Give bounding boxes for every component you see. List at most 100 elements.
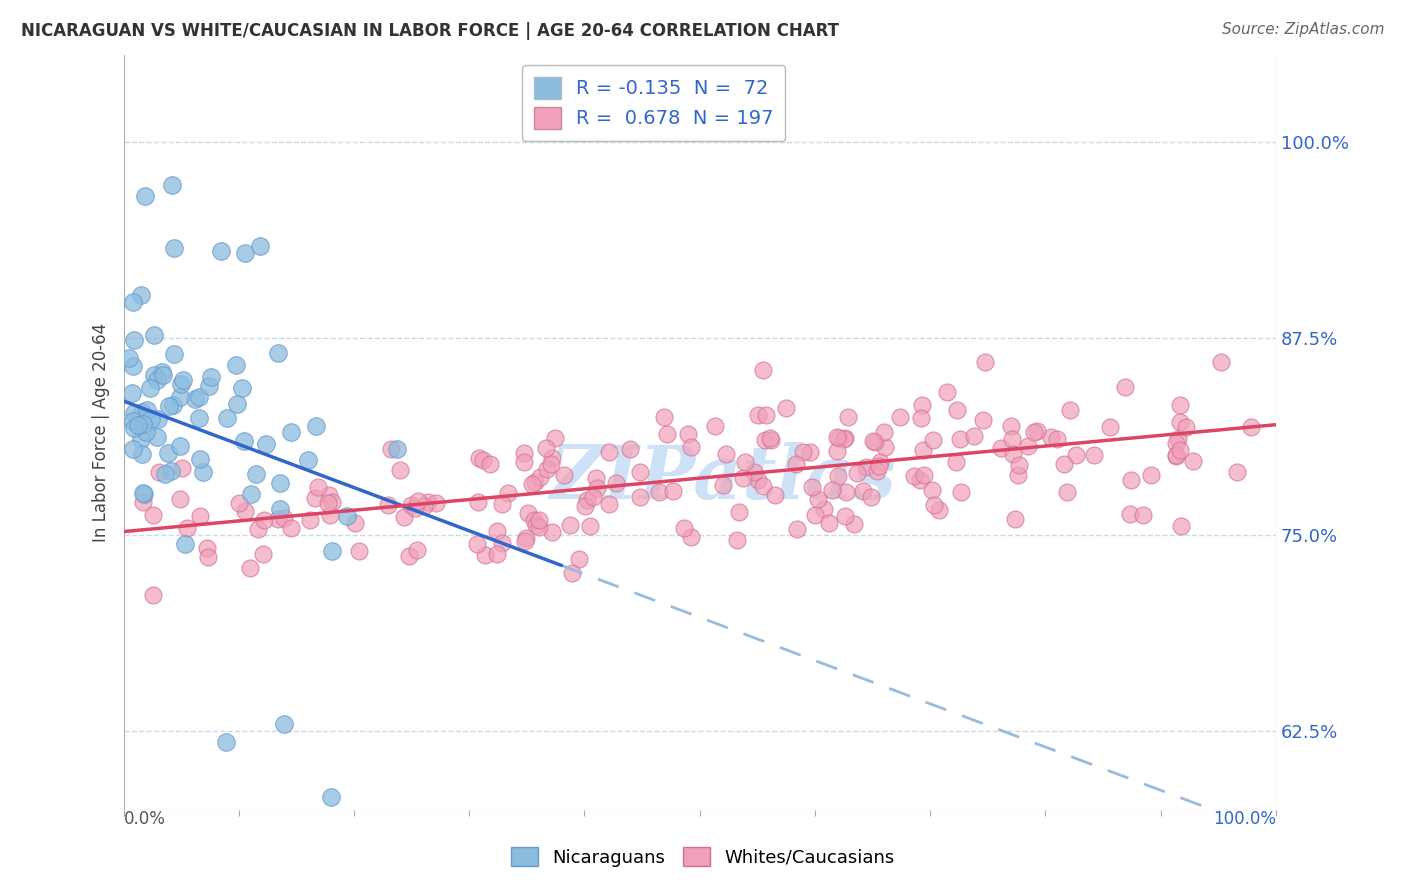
- Point: [972, 413, 994, 427]
- Point: [520, 476, 543, 491]
- Point: [307, 480, 329, 494]
- Point: [491, 497, 513, 511]
- Point: [527, 520, 550, 534]
- Point: [945, 403, 967, 417]
- Point: [903, 469, 925, 483]
- Point: [759, 433, 782, 447]
- Point: [478, 457, 501, 471]
- Point: [245, 467, 267, 482]
- Point: [198, 379, 221, 393]
- Point: [316, 496, 339, 510]
- Point: [543, 431, 565, 445]
- Point: [536, 462, 558, 476]
- Point: [990, 441, 1012, 455]
- Point: [711, 478, 734, 492]
- Point: [1022, 425, 1045, 439]
- Point: [170, 460, 193, 475]
- Point: [163, 347, 186, 361]
- Point: [728, 505, 751, 519]
- Point: [974, 355, 997, 369]
- Point: [132, 417, 155, 432]
- Point: [655, 427, 678, 442]
- Point: [807, 491, 830, 506]
- Point: [681, 530, 703, 544]
- Point: [846, 466, 869, 480]
- Point: [1046, 432, 1069, 446]
- Point: [269, 476, 291, 491]
- Point: [936, 384, 959, 399]
- Point: [134, 425, 156, 439]
- Point: [541, 525, 564, 540]
- Point: [873, 441, 896, 455]
- Point: [949, 484, 972, 499]
- Point: [252, 547, 274, 561]
- Point: [474, 548, 496, 562]
- Point: [232, 434, 254, 448]
- Point: [399, 498, 422, 512]
- Point: [786, 522, 808, 536]
- Point: [1059, 403, 1081, 417]
- Point: [654, 409, 676, 424]
- Point: [834, 432, 856, 446]
- Point: [855, 460, 877, 475]
- Point: [249, 238, 271, 252]
- Point: [827, 469, 849, 483]
- Text: Source: ZipAtlas.com: Source: ZipAtlas.com: [1222, 22, 1385, 37]
- Point: [406, 494, 429, 508]
- Point: [215, 411, 238, 425]
- Point: [873, 425, 896, 439]
- Point: [122, 442, 145, 456]
- Point: [160, 178, 183, 193]
- Point: [187, 411, 209, 425]
- Point: [405, 542, 427, 557]
- Point: [124, 420, 146, 434]
- Point: [297, 453, 319, 467]
- Point: [129, 288, 152, 302]
- Point: [122, 414, 145, 428]
- Point: [568, 552, 591, 566]
- Point: [157, 399, 180, 413]
- Point: [131, 447, 153, 461]
- Point: [541, 450, 564, 465]
- Point: [142, 368, 165, 383]
- Point: [280, 521, 302, 535]
- Point: [1168, 443, 1191, 458]
- Point: [124, 333, 146, 347]
- Point: [485, 524, 508, 538]
- Point: [825, 430, 848, 444]
- Point: [889, 409, 911, 424]
- Point: [129, 432, 152, 446]
- Point: [266, 345, 288, 359]
- Point: [280, 425, 302, 439]
- Point: [1168, 415, 1191, 429]
- Point: [155, 467, 177, 481]
- Point: [388, 463, 411, 477]
- Point: [124, 406, 146, 420]
- Point: [785, 457, 807, 471]
- Point: [318, 488, 340, 502]
- Point: [233, 246, 256, 260]
- Point: [910, 473, 932, 487]
- Y-axis label: In Labor Force | Age 20-64: In Labor Force | Age 20-64: [93, 323, 110, 542]
- Point: [150, 366, 173, 380]
- Point: [1083, 448, 1105, 462]
- Point: [1170, 519, 1192, 533]
- Point: [676, 427, 699, 442]
- Point: [579, 519, 602, 533]
- Point: [231, 381, 253, 395]
- Point: [821, 483, 844, 498]
- Point: [1053, 457, 1076, 471]
- Point: [1140, 468, 1163, 483]
- Point: [273, 716, 295, 731]
- Point: [754, 433, 776, 447]
- Point: [321, 495, 343, 509]
- Point: [574, 499, 596, 513]
- Point: [183, 392, 205, 406]
- Point: [512, 446, 534, 460]
- Point: [1118, 507, 1140, 521]
- Point: [561, 566, 583, 580]
- Point: [160, 464, 183, 478]
- Point: [513, 455, 536, 469]
- Point: [1040, 430, 1063, 444]
- Point: [134, 189, 156, 203]
